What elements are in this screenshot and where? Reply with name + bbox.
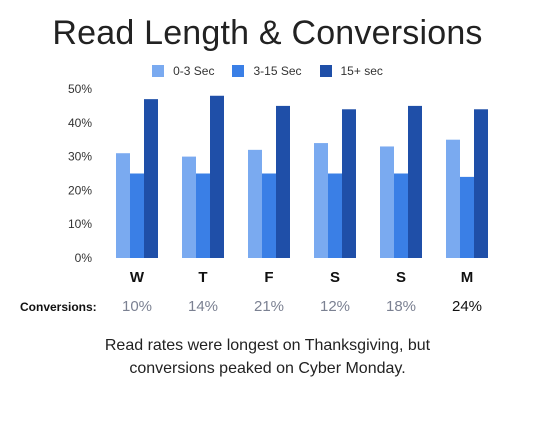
bar-3-series-3 xyxy=(276,105,290,259)
y-tick-label: 50% xyxy=(68,82,92,96)
legend-swatch-0-3-sec xyxy=(152,65,165,77)
bar-4-series-2 xyxy=(328,173,342,258)
bar-3-series-1 xyxy=(248,149,262,258)
legend-item-15-plus-sec: 15+ sec xyxy=(319,64,383,78)
bar-4-series-3 xyxy=(342,109,356,258)
conversion-value-f: 21% xyxy=(253,298,285,315)
caption-line-1: Read rates were longest on Thanksgiving,… xyxy=(104,337,431,354)
legend-item-3-15-sec: 3-15 Sec xyxy=(232,64,302,78)
x-tick-label: M xyxy=(461,269,474,286)
y-tick-label: 30% xyxy=(68,150,92,164)
chart-caption: Read rates were longest on Thanksgiving,… xyxy=(0,334,535,380)
bar-1-series-2 xyxy=(130,173,144,258)
legend-label-15-plus-sec: 15+ sec xyxy=(340,64,383,78)
legend-item-0-3-sec: 0-3 Sec xyxy=(152,64,214,78)
x-tick-label: S xyxy=(330,269,340,286)
conversions-row: Conversions: 10% 14% 21% 12% 18% 24% xyxy=(0,298,535,318)
bar-1-series-3 xyxy=(144,99,158,258)
bar-5-series-3 xyxy=(408,105,422,259)
conversions-label: Conversions: xyxy=(20,300,97,314)
bar-5-series-2 xyxy=(394,173,408,258)
bar-2-series-3 xyxy=(210,95,224,258)
legend-label-3-15-sec: 3-15 Sec xyxy=(253,64,302,78)
caption-line-2: conversions peaked on Cyber Monday. xyxy=(129,360,406,377)
y-tick-label: 20% xyxy=(68,183,92,197)
conversion-value-t: 14% xyxy=(187,298,219,315)
x-tick-label: F xyxy=(264,269,273,286)
chart-title: Read Length & Conversions xyxy=(52,14,483,52)
conversion-value-s1: 12% xyxy=(319,298,351,315)
bar-4-series-1 xyxy=(314,143,328,258)
bar-6-series-2 xyxy=(460,176,474,258)
legend-swatch-15-plus-sec xyxy=(319,65,332,77)
legend-label-0-3-sec: 0-3 Sec xyxy=(173,64,215,78)
bar-6-series-3 xyxy=(474,109,488,258)
bar-2-series-1 xyxy=(182,156,196,258)
bar-6-series-1 xyxy=(446,139,460,258)
x-tick-label: T xyxy=(198,269,207,286)
conversion-value-w: 10% xyxy=(121,298,153,315)
y-tick-label: 40% xyxy=(68,116,92,130)
conversion-value-m: 24% xyxy=(451,298,483,315)
bar-2-series-2 xyxy=(196,173,210,258)
y-tick-label: 0% xyxy=(75,251,93,265)
x-tick-label: S xyxy=(396,269,406,286)
x-tick-label: W xyxy=(130,269,145,286)
legend-swatch-3-15-sec xyxy=(232,65,245,77)
bar-5-series-1 xyxy=(380,146,394,258)
conversion-value-s2: 18% xyxy=(385,298,417,315)
bar-3-series-2 xyxy=(262,173,276,258)
bar-1-series-1 xyxy=(116,153,130,258)
chart-legend: 0-3 Sec 3-15 Sec 15+ sec xyxy=(0,64,535,78)
y-tick-label: 10% xyxy=(68,217,92,231)
